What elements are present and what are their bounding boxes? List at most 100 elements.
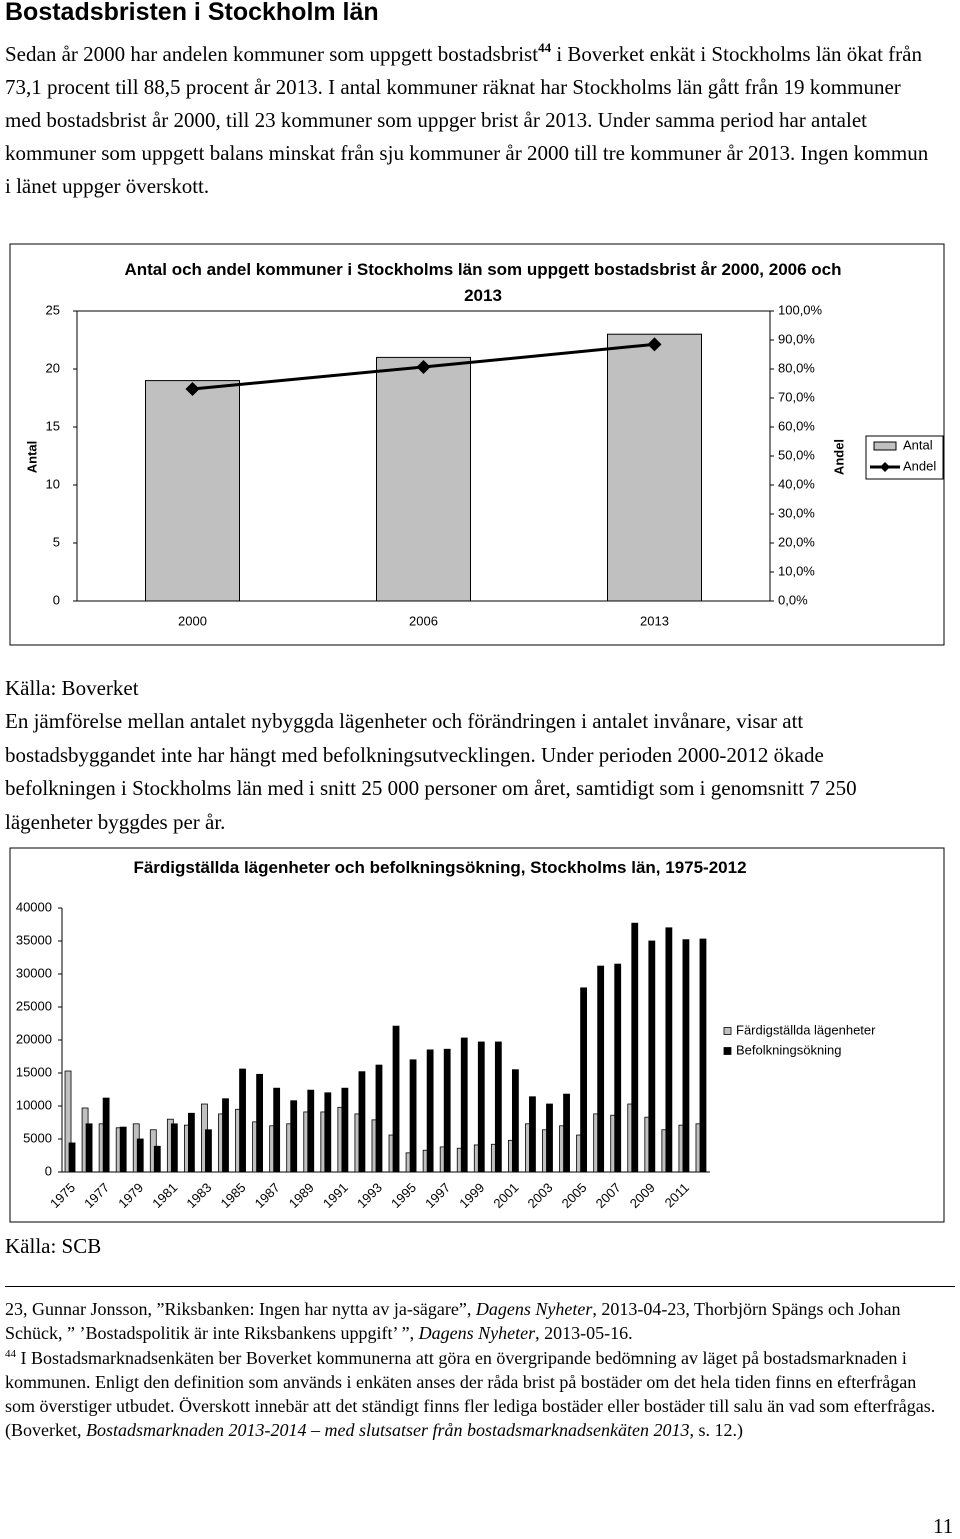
y-tick-label: 30000	[16, 965, 52, 980]
footnote: 23, Gunnar Jonsson, ”Riksbanken: Ingen h…	[5, 1297, 950, 1346]
text: 23, Gunnar Jonsson, ”Riksbanken: Ingen h…	[5, 1299, 476, 1319]
bar	[511, 1069, 519, 1173]
paragraph: Sedan år 2000 har andelen kommuner som u…	[5, 38, 933, 203]
y-tick-label: 5000	[23, 1130, 52, 1145]
bar	[102, 1097, 110, 1173]
bar	[529, 1096, 536, 1173]
heading: Bostadsbristen i Stockholm län	[5, 0, 379, 26]
y-tick-label: 15000	[16, 1064, 52, 1079]
legend-label: Andel	[903, 458, 936, 473]
y-tick-label: 25000	[16, 998, 52, 1013]
x-tick-label: 1983	[183, 1180, 214, 1211]
x-tick-label: 1981	[149, 1180, 180, 1211]
chart-frame	[9, 243, 945, 646]
text: I Bostadsmarknadsenkäten ber Boverket ko…	[5, 1347, 936, 1441]
y-tick-label: 0	[53, 592, 60, 607]
y-tick-label: 40000	[16, 899, 52, 914]
x-tick-label: 1975	[47, 1180, 78, 1211]
text: i Boverket enkät i Stockholms län ökat f…	[5, 42, 929, 198]
bar	[136, 1138, 144, 1173]
bar	[239, 1068, 246, 1173]
x-tick-label: 1991	[320, 1180, 351, 1211]
y-tick-label: 35000	[16, 932, 52, 947]
y-tick-label: 10	[46, 476, 60, 491]
bar	[699, 938, 707, 1173]
bar	[375, 1064, 383, 1173]
bar	[494, 1041, 502, 1173]
bar	[580, 987, 588, 1173]
bar	[665, 927, 673, 1173]
x-tick-label: 1997	[422, 1180, 453, 1211]
footnote-ref: 44	[538, 40, 552, 55]
legend-label: Befolkningsökning	[736, 1042, 842, 1057]
source: Källa: SCB	[5, 1234, 102, 1258]
page-number: 11	[933, 1514, 954, 1538]
x-tick-label: 1985	[218, 1180, 249, 1211]
bar	[648, 940, 656, 1173]
bar	[153, 1145, 161, 1173]
marker	[185, 382, 200, 397]
text: , 2013-05-16.	[535, 1323, 633, 1344]
legend-box	[865, 435, 944, 480]
legend-marker	[880, 462, 890, 472]
x-tick-label: 1989	[286, 1180, 317, 1211]
footnote-rule	[5, 1286, 955, 1287]
legend-swatch	[723, 1047, 732, 1055]
bar	[631, 922, 639, 1173]
bar	[443, 1048, 451, 1173]
y2-tick-label: 90,0%	[778, 331, 815, 346]
bar	[409, 1059, 417, 1173]
text: , 2013-04-23, Thorbjörn Spängs och Johan…	[5, 1299, 901, 1344]
bar	[460, 1037, 468, 1173]
y2-tick-label: 100,0%	[778, 302, 823, 317]
x-tick-label: 2006	[409, 613, 438, 628]
x-tick-label: 1979	[115, 1180, 146, 1211]
x-tick-label: 1987	[252, 1180, 283, 1211]
bar	[68, 1142, 76, 1173]
bar	[546, 1103, 553, 1173]
y2-tick-label: 60,0%	[778, 418, 815, 433]
x-tick-label: 2009	[627, 1180, 658, 1211]
x-tick-label: 2003	[524, 1180, 555, 1211]
x-tick-label: 2007	[593, 1180, 624, 1211]
emphasis: Dagens Nyheter	[475, 1299, 593, 1319]
y-tick-label: 20	[46, 360, 60, 375]
y2-tick-label: 0,0%	[778, 592, 808, 607]
y2-tick-label: 40,0%	[778, 476, 815, 491]
bar	[477, 1041, 485, 1173]
y2-tick-label: 80,0%	[778, 360, 815, 375]
emphasis: Dagens Nyheter	[418, 1323, 536, 1344]
y-axis-label: Antal	[24, 441, 39, 474]
y2-tick-label: 30,0%	[778, 505, 815, 520]
marker	[416, 359, 431, 374]
legend-label: Antal	[903, 437, 933, 452]
y-tick-label: 25	[46, 302, 60, 317]
x-tick-label: 2011	[662, 1180, 692, 1210]
bar	[341, 1087, 349, 1173]
bar	[256, 1073, 264, 1173]
bar	[563, 1093, 570, 1173]
y-tick-label: 20000	[16, 1031, 52, 1046]
footnote-marker: 44	[5, 1347, 16, 1360]
paragraph: En jämförelse mellan antalet nybyggda lä…	[5, 709, 857, 834]
chart-title: Färdigställda lägenheter och befolknings…	[133, 858, 747, 877]
y-tick-label: 10000	[16, 1097, 52, 1112]
y2-axis-label: Andel	[831, 439, 846, 475]
x-tick-label: 2000	[178, 613, 207, 628]
bar	[607, 333, 702, 602]
x-tick-label: 1993	[354, 1180, 385, 1211]
bar	[392, 1025, 400, 1173]
bar	[145, 380, 240, 602]
x-tick-label: 2013	[640, 613, 669, 628]
y2-tick-label: 70,0%	[778, 389, 815, 404]
legend-label: Färdigställda lägenheter	[736, 1022, 876, 1037]
y-tick-label: 0	[45, 1163, 52, 1178]
y-tick-label: 15	[46, 418, 60, 433]
chart-title: Antal och andel kommuner i Stockholms lä…	[124, 260, 842, 305]
text: , s. 12.)	[689, 1420, 743, 1441]
y2-tick-label: 50,0%	[778, 447, 815, 462]
legend-swatch	[723, 1027, 732, 1035]
bar	[290, 1100, 298, 1173]
